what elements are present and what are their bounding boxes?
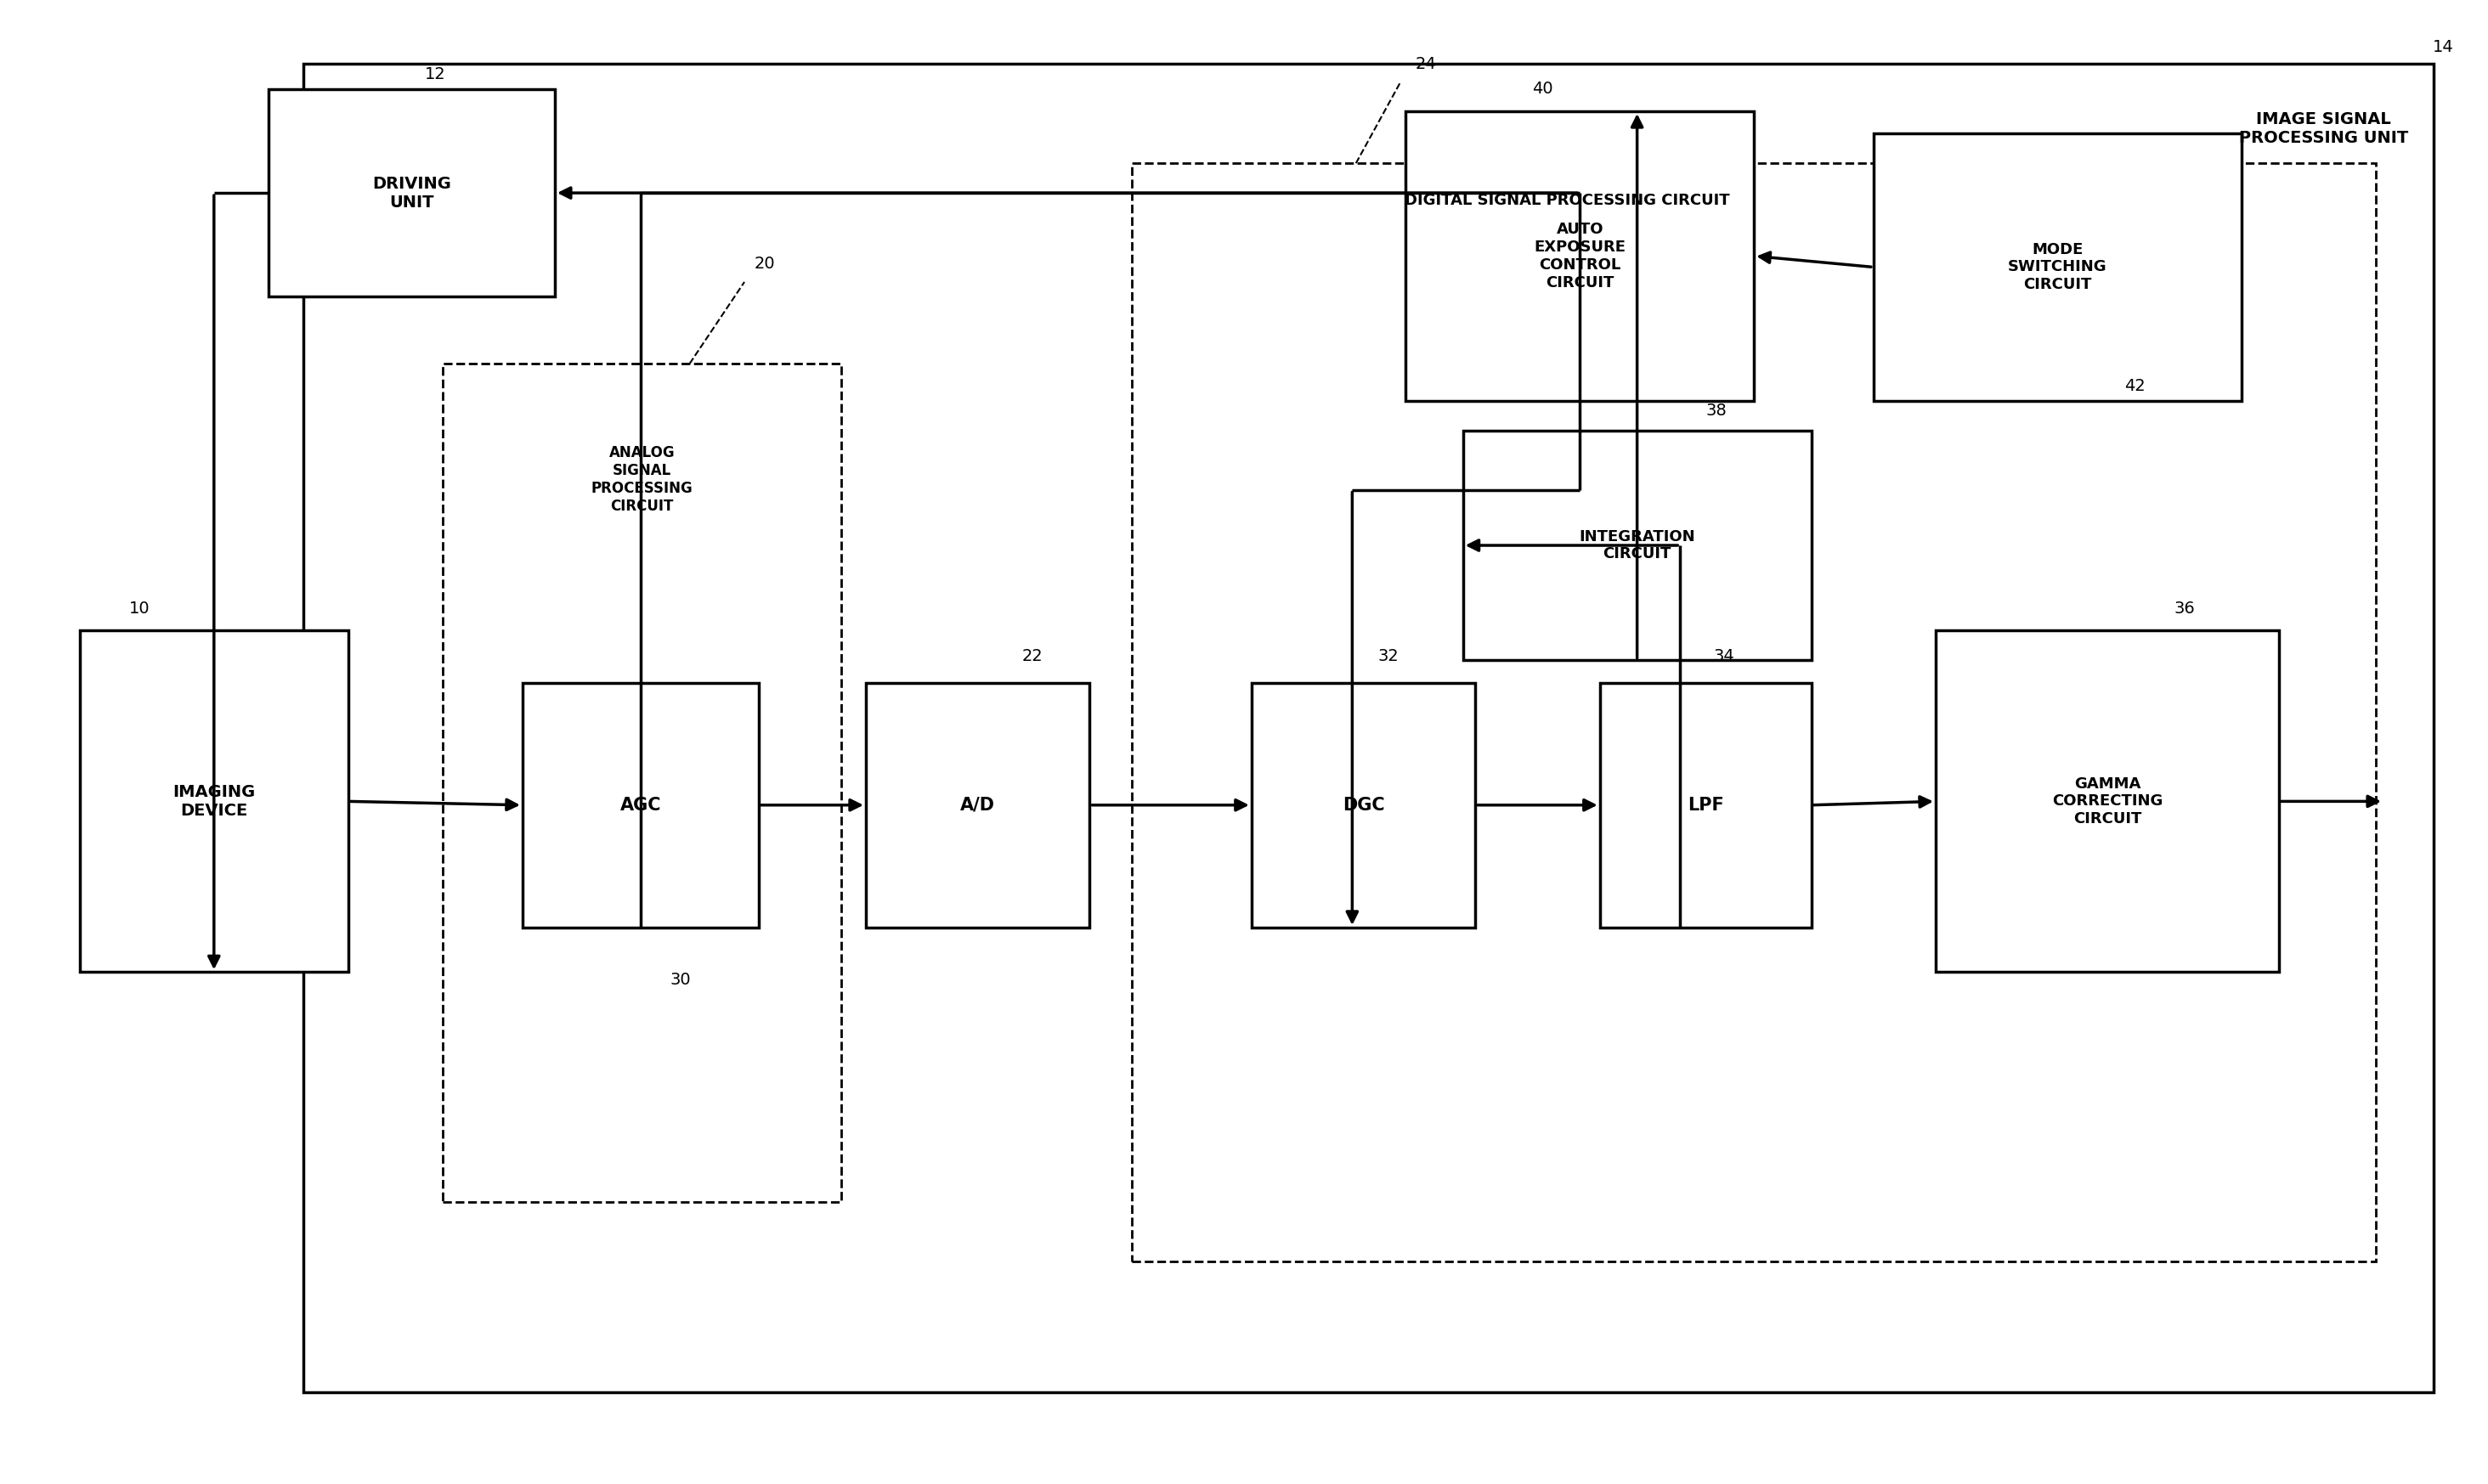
Text: AGC: AGC [620,797,662,813]
Text: DIGITAL SIGNAL PROCESSING CIRCUIT: DIGITAL SIGNAL PROCESSING CIRCUIT [1406,193,1729,208]
Bar [269,89,555,297]
Bar [1463,430,1811,660]
Text: MODE
SWITCHING
CIRCUIT: MODE SWITCHING CIRCUIT [2008,242,2107,292]
Text: 30: 30 [669,972,692,987]
Text: GAMMA
CORRECTING
CIRCUIT: GAMMA CORRECTING CIRCUIT [2053,776,2162,827]
Text: ANALOG
SIGNAL
PROCESSING
CIRCUIT: ANALOG SIGNAL PROCESSING CIRCUIT [592,445,692,513]
Bar [443,364,841,1202]
Text: 24: 24 [1416,56,1436,71]
Bar [1873,134,2242,401]
Text: DGC: DGC [1344,797,1383,813]
Text: 14: 14 [2433,40,2453,55]
Text: DRIVING
UNIT: DRIVING UNIT [373,175,450,211]
Text: 34: 34 [1714,649,1734,663]
Bar [1251,683,1475,928]
Text: 36: 36 [2175,601,2194,616]
Text: 12: 12 [425,67,445,82]
Text: LPF: LPF [1687,797,1724,813]
Bar [1936,631,2279,972]
Bar [80,631,348,972]
Text: IMAGING
DEVICE: IMAGING DEVICE [172,784,256,819]
Text: AUTO
EXPOSURE
CONTROL
CIRCUIT: AUTO EXPOSURE CONTROL CIRCUIT [1535,221,1625,291]
Text: 22: 22 [1023,649,1042,663]
Bar [866,683,1090,928]
Text: 42: 42 [2125,378,2145,393]
Bar [1406,111,1754,401]
Text: 32: 32 [1378,649,1398,663]
Text: IMAGE SIGNAL
PROCESSING UNIT: IMAGE SIGNAL PROCESSING UNIT [2239,111,2408,145]
Text: 10: 10 [129,601,149,616]
Text: A/D: A/D [960,797,995,813]
Text: 20: 20 [754,257,774,272]
Bar [1132,163,2376,1261]
Text: INTEGRATION
CIRCUIT: INTEGRATION CIRCUIT [1580,528,1694,562]
Text: 40: 40 [1533,82,1553,96]
Bar [304,64,2433,1392]
Bar [1600,683,1811,928]
Bar [522,683,759,928]
Text: 38: 38 [1707,404,1727,418]
